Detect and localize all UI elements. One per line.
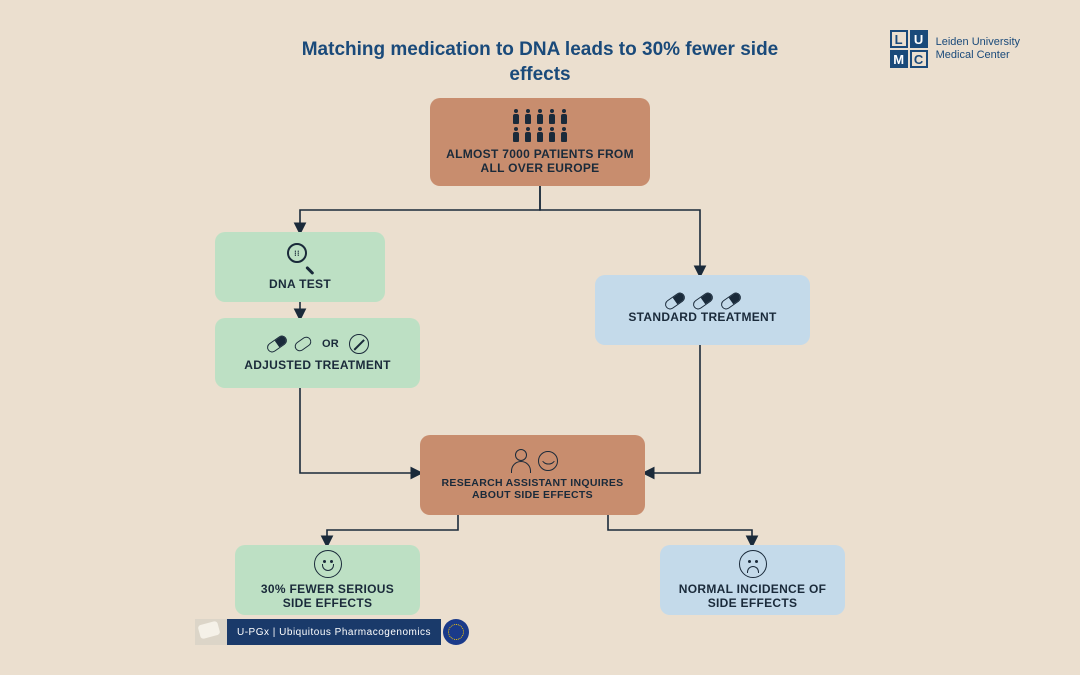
node-patients: ALMOST 7000 PATIENTS FROM ALL OVER EUROP… [430, 98, 650, 186]
logo-u: U [910, 30, 928, 48]
magnifier-icon: ⁝⁝ [285, 243, 315, 273]
people-icon [511, 109, 569, 125]
node-standard-treatment: STANDARD TREATMENT [595, 275, 810, 345]
eu-flag-icon [443, 619, 469, 645]
lumc-logo-text: Leiden University Medical Center [936, 36, 1020, 62]
logo-c: C [910, 50, 928, 68]
footer-banner: U-PGx | Ubiquitous Pharmacogenomics [195, 619, 469, 645]
doctor-icon [508, 449, 532, 473]
logo-l: L [890, 30, 908, 48]
logo-line1: Leiden University [936, 36, 1020, 49]
node-dna-test: ⁝⁝ DNA TEST [215, 232, 385, 302]
logo-line2: Medical Center [936, 49, 1020, 62]
node-fewer-label: 30% FEWER SERIOUS SIDE EFFECTS [249, 582, 406, 610]
adjusted-icons: OR [266, 334, 369, 354]
page-title: Matching medication to DNA leads to 30% … [300, 38, 780, 87]
footer-graphic [195, 619, 227, 645]
node-adjusted-treatment: OR ADJUSTED TREATMENT [215, 318, 420, 388]
research-icons [508, 449, 558, 473]
sad-face-icon [739, 550, 767, 578]
or-text: OR [322, 338, 339, 350]
node-research-label: RESEARCH ASSISTANT INQUIRES ABOUT SIDE E… [434, 477, 631, 501]
node-dna-label: DNA TEST [269, 277, 331, 291]
lumc-logo: L U M C Leiden University Medical Center [890, 30, 1020, 68]
no-entry-icon [349, 334, 369, 354]
pill-icon [691, 291, 715, 312]
node-patients-label: ALMOST 7000 PATIENTS FROM ALL OVER EUROP… [444, 147, 636, 175]
node-normal-incidence: NORMAL INCIDENCE OF SIDE EFFECTS [660, 545, 845, 615]
logo-m: M [890, 50, 908, 68]
node-adjusted-label: ADJUSTED TREATMENT [244, 358, 391, 372]
footer-text: U-PGx | Ubiquitous Pharmacogenomics [227, 619, 441, 645]
node-research-assistant: RESEARCH ASSISTANT INQUIRES ABOUT SIDE E… [420, 435, 645, 515]
pill-icon [719, 291, 743, 312]
node-normal-label: NORMAL INCIDENCE OF SIDE EFFECTS [674, 582, 831, 610]
lumc-logo-mark: L U M C [890, 30, 928, 68]
people-icon-row2 [511, 127, 569, 143]
standard-pills [664, 296, 742, 306]
node-standard-label: STANDARD TREATMENT [628, 310, 776, 324]
phone-icon [538, 451, 558, 471]
happy-face-icon [314, 550, 342, 578]
half-pill-icon [293, 335, 313, 354]
pill-icon [265, 334, 289, 355]
node-fewer-side-effects: 30% FEWER SERIOUS SIDE EFFECTS [235, 545, 420, 615]
pill-icon [663, 291, 687, 312]
